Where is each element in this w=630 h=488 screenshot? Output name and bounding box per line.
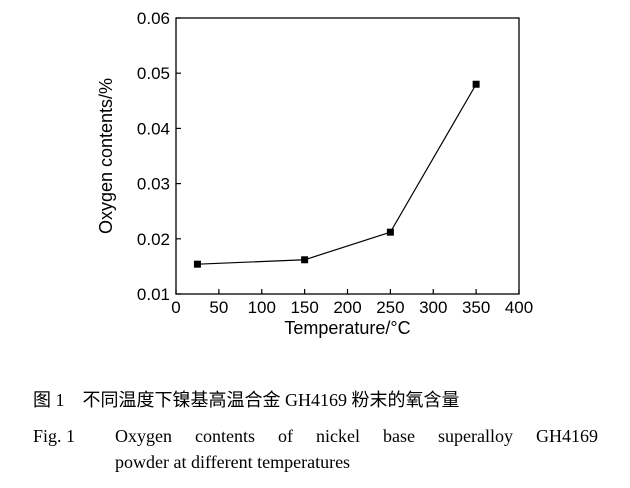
- x-tick-label: 350: [462, 298, 490, 317]
- data-point: [472, 80, 480, 88]
- data-point: [193, 260, 201, 268]
- x-tick-label: 200: [333, 298, 361, 317]
- chart: 0 50 100 150 200 250 300 350 400 0.01 0.02 0.03 0.04…: [96, 9, 533, 338]
- data-point: [386, 228, 394, 236]
- caption-figure-number: Fig. 1: [33, 426, 76, 446]
- x-tick-label: 150: [290, 298, 318, 317]
- y-tick-label: 0.01: [137, 285, 170, 304]
- x-tick-label: 300: [419, 298, 447, 317]
- caption-chinese: 图 1 不同温度下镍基高温合金 GH4169 粉末的氧含量: [33, 390, 460, 410]
- x-tick-label: 100: [248, 298, 276, 317]
- y-tick-label: 0.03: [137, 175, 170, 194]
- series-line: [197, 83, 477, 265]
- y-tick-label: 0.04: [137, 119, 170, 138]
- caption-english-line-2: powder at different temperatures: [115, 452, 351, 472]
- y-tick-label: 0.05: [137, 64, 170, 83]
- x-tick-label: 250: [376, 298, 404, 317]
- y-axis-label: Oxygen contents/%: [96, 78, 116, 234]
- data-point: [301, 256, 309, 264]
- x-tick-label: 0: [171, 298, 180, 317]
- y-tick-label: 0.06: [137, 9, 170, 28]
- y-tick-label: 0.02: [137, 230, 170, 249]
- caption-english-line-1: Oxygen contents of nickel base superallo…: [115, 426, 598, 446]
- x-tick-label: 400: [505, 298, 533, 317]
- x-axis-label: Temperature/°C: [284, 318, 410, 338]
- plot-frame: [175, 17, 520, 295]
- x-tick-label: 50: [209, 298, 228, 317]
